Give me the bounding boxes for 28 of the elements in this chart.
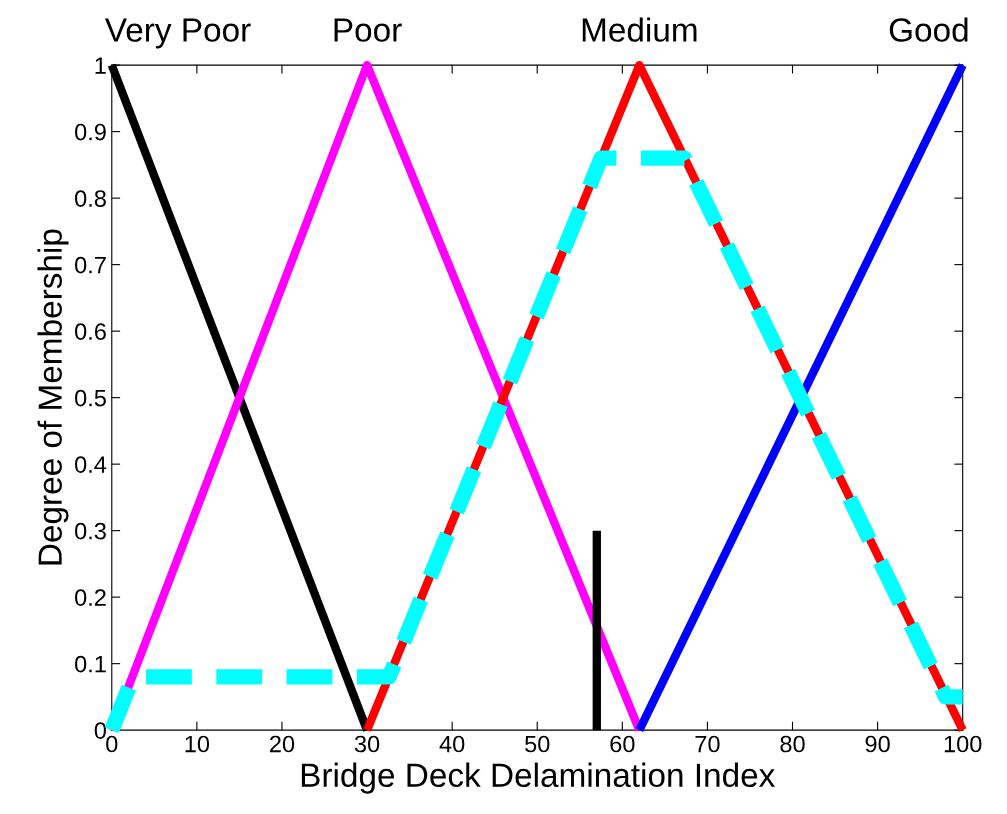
y-tick-label: 0.3 (75, 522, 106, 540)
y-tick-label: 1 (95, 57, 106, 74)
x-axis-title: Bridge Deck Delamination Index (301, 762, 775, 794)
x-tick-label: 30 (354, 735, 380, 753)
x-tick-label: 20 (270, 735, 295, 753)
y-tick-label: 0 (94, 722, 106, 739)
x-tick-label: 10 (185, 735, 210, 753)
x-tick-label: 40 (439, 735, 465, 753)
x-tick-label: 90 (865, 735, 890, 753)
x-tick-label: 70 (695, 735, 720, 753)
y-tick-label: 0.5 (75, 389, 106, 407)
series-label: Good (889, 17, 968, 42)
y-tick-label: 0.7 (75, 256, 106, 274)
y-tick-label: 0.1 (75, 655, 106, 673)
y-tick-label: 0.4 (75, 456, 107, 473)
x-tick-label: 60 (610, 735, 635, 753)
y-tick-label: 0.6 (75, 323, 106, 340)
y-tick-label: 0.8 (75, 190, 106, 207)
x-tick-label: 0 (106, 735, 118, 753)
x-tick-label: 50 (525, 735, 550, 753)
y-tick-label: 0.9 (75, 123, 106, 141)
y-tick-label: 0.2 (75, 589, 106, 606)
x-tick-label: 100 (944, 735, 982, 753)
series-label: Very Poor (104, 18, 251, 49)
y-axis-title: Degree of Membership (37, 229, 69, 565)
series-label: Medium (582, 17, 697, 42)
series-label: Poor (334, 18, 402, 42)
x-tick-label: 80 (780, 735, 805, 753)
